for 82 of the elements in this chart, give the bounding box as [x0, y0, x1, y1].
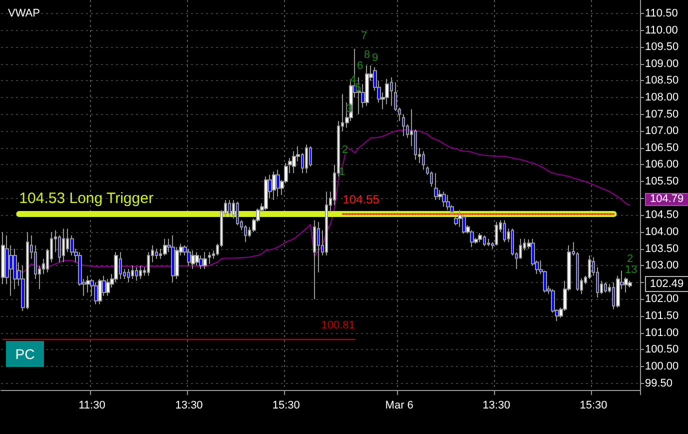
ref-line-label: 104.55 [342, 192, 380, 206]
y-tick-label: 108.00 [645, 92, 679, 104]
ref-line-label: 104.53 Long Trigger [19, 190, 154, 208]
y-tick-label: 108.50 [645, 74, 679, 87]
x-tick-label: 13:30 [175, 400, 203, 412]
candlestick [503, 220, 506, 243]
candlestick [135, 266, 138, 282]
annotation: 2 [627, 253, 634, 265]
y-tick-label: 104.50 [645, 209, 679, 222]
x-tick-label: 15:30 [580, 400, 608, 412]
candlestick [94, 282, 98, 305]
y-tick-label: 103.00 [645, 260, 679, 272]
ref-line-label: 100.81 [321, 320, 355, 332]
candlestick [276, 169, 280, 198]
candlestick [187, 248, 191, 266]
annotation: 8 [364, 49, 370, 61]
candlestick [495, 221, 498, 246]
candlestick [478, 232, 482, 243]
y-tick-label: 107.00 [645, 125, 679, 138]
y-tick-label: 104.00 [645, 226, 679, 238]
candlestick [430, 170, 433, 188]
annotation: 7 [361, 30, 368, 42]
x-tick-label: 13:30 [482, 400, 510, 412]
candlestick [155, 248, 158, 260]
candlestick [199, 255, 203, 270]
x-tick-label: 11:30 [78, 400, 106, 412]
y-tick-label: 100.50 [645, 344, 679, 356]
candlestick [272, 170, 276, 201]
annotation: 13 [625, 264, 638, 276]
candlestick [139, 265, 142, 280]
text: VWAP [8, 8, 40, 20]
candlestick [163, 238, 167, 256]
candlestick [442, 191, 446, 208]
x-tick-label: Mar 6 [385, 400, 414, 412]
candlestick [98, 278, 102, 305]
candlestick [422, 150, 425, 170]
candlestick [127, 268, 130, 283]
y-tick-label: 105.50 [645, 176, 679, 188]
annotation: 6 [357, 60, 364, 72]
candlestick [604, 282, 607, 293]
candlestick [325, 191, 328, 256]
candlestick [86, 275, 90, 293]
candlestick [195, 252, 199, 266]
candlestick [365, 65, 369, 106]
candlestick [191, 250, 195, 270]
y-tick-label: 103.50 [645, 242, 679, 255]
candlestick [470, 230, 474, 248]
y-tick-label: 101.50 [645, 310, 679, 322]
annotation: 5 [355, 82, 362, 94]
y-tick-label: 106.00 [645, 158, 679, 171]
annotation: 9 [372, 52, 378, 64]
candlestick [487, 238, 490, 247]
x-tick-label: 15:30 [272, 400, 300, 412]
candlestick [434, 172, 438, 201]
candlestick [62, 228, 65, 263]
text: 102.49 [645, 276, 688, 292]
y-tick-label: 99.50 [645, 377, 673, 390]
candlestick [131, 265, 134, 280]
candlestick [588, 255, 591, 280]
y-tick-label: 107.50 [645, 108, 679, 120]
candlestick [203, 252, 207, 270]
candlestick [402, 114, 405, 137]
candlestick [446, 194, 450, 211]
y-tick-label: 101.00 [645, 326, 679, 339]
candlestick [264, 176, 268, 211]
y-tick-label: 110.50 [645, 7, 678, 20]
candlestick [305, 144, 308, 174]
annotation: PC [6, 341, 44, 367]
text: 104.79 [645, 193, 688, 206]
candlestick [228, 200, 231, 218]
y-tick-label: 109.50 [645, 41, 679, 54]
candlestick [208, 252, 211, 264]
candlestick [1, 231, 5, 285]
y-tick-label: 100.00 [645, 360, 679, 372]
candlestick [313, 220, 316, 300]
y-tick-label: 106.50 [645, 142, 679, 154]
candlestick [171, 234, 175, 283]
y-tick-label: 110.00 [645, 24, 678, 36]
y-tick-label: 102.00 [645, 293, 679, 306]
annotation: 3 [346, 103, 352, 115]
y-tick-label: 109.00 [645, 58, 679, 70]
candlestick [292, 150, 296, 174]
